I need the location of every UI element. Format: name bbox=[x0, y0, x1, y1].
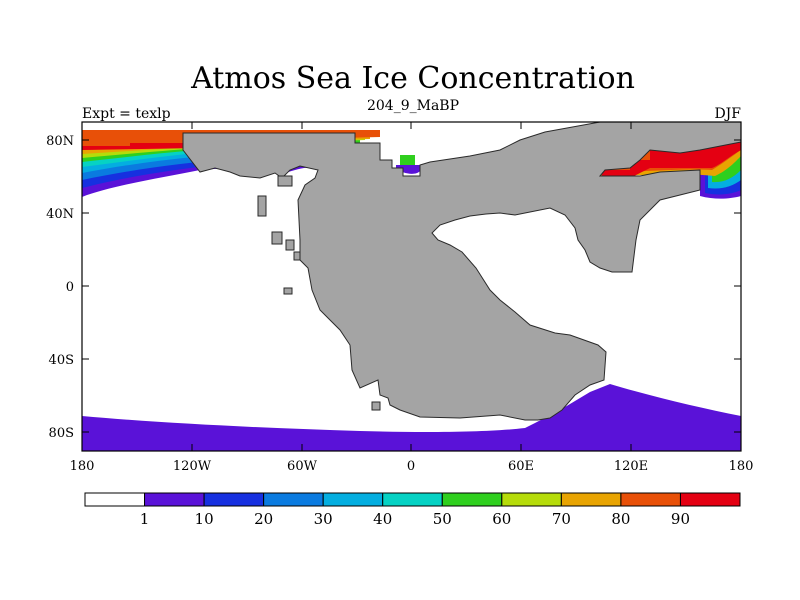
island-greenland bbox=[277, 175, 293, 187]
colorbar-label-1: 1 bbox=[140, 510, 150, 528]
colorbar-swatch-6 bbox=[441, 492, 503, 507]
colorbar-swatch-4 bbox=[322, 492, 384, 507]
colorbar-swatch-0 bbox=[84, 492, 146, 507]
lon-tick-label-0: 0 bbox=[407, 459, 415, 474]
map-panel bbox=[81, 121, 742, 452]
southern-sea-ice bbox=[82, 384, 741, 451]
island-4 bbox=[293, 251, 301, 261]
colorbar-label-40: 40 bbox=[373, 510, 392, 528]
colorbar-swatch-1 bbox=[144, 492, 205, 507]
colorbar-label-80: 80 bbox=[611, 510, 630, 528]
lat-tick-label-40N: 40N bbox=[46, 207, 74, 222]
colorbar-swatch-7 bbox=[501, 492, 562, 507]
lon-tick-label-180E: 180 bbox=[729, 459, 754, 474]
colorbar-swatch-10 bbox=[679, 492, 741, 507]
season-label: DJF bbox=[714, 106, 741, 122]
colorbar-label-60: 60 bbox=[492, 510, 511, 528]
colorbar bbox=[84, 492, 741, 507]
lat-tick-label-0: 0 bbox=[66, 280, 74, 295]
colorbar-label-30: 30 bbox=[314, 510, 333, 528]
land bbox=[182, 122, 741, 421]
colorbar-swatch-9 bbox=[620, 492, 681, 507]
island-1 bbox=[257, 195, 267, 217]
time-label: 204_9_MaBP bbox=[367, 98, 459, 114]
lon-tick-label-120E: 120E bbox=[614, 459, 648, 474]
colorbar-labels: 1 10 20 30 40 50 60 70 80 90 bbox=[140, 510, 690, 528]
colorbar-swatch-5 bbox=[382, 492, 443, 507]
colorbar-label-90: 90 bbox=[671, 510, 690, 528]
lon-tick-label-180W: 180 bbox=[70, 459, 95, 474]
experiment-label: Expt = texlp bbox=[82, 106, 171, 122]
colorbar-swatch-3 bbox=[263, 492, 324, 507]
lon-tick-label-60E: 60E bbox=[508, 459, 534, 474]
island-6 bbox=[371, 401, 381, 411]
lon-tick-marks bbox=[81, 122, 742, 451]
lat-tick-label-40S: 40S bbox=[49, 353, 74, 368]
map-title: Atmos Sea Ice Concentration bbox=[190, 61, 635, 96]
lon-tick-label-60W: 60W bbox=[287, 459, 318, 474]
landmass-main bbox=[182, 122, 741, 421]
lat-tick-label-80N: 80N bbox=[46, 134, 74, 149]
colorbar-label-70: 70 bbox=[552, 510, 571, 528]
island-5 bbox=[283, 287, 293, 295]
lon-tick-label-120W: 120W bbox=[173, 459, 212, 474]
island-2 bbox=[271, 231, 283, 245]
island-3 bbox=[285, 239, 295, 251]
colorbar-swatch-8 bbox=[560, 492, 622, 507]
colorbar-swatch-2 bbox=[203, 492, 265, 507]
colorbar-label-20: 20 bbox=[254, 510, 273, 528]
lat-tick-marks bbox=[82, 139, 741, 433]
axes bbox=[81, 122, 742, 451]
lat-tick-label-80S: 80S bbox=[49, 426, 74, 441]
colorbar-label-50: 50 bbox=[433, 510, 452, 528]
colorbar-label-10: 10 bbox=[195, 510, 214, 528]
